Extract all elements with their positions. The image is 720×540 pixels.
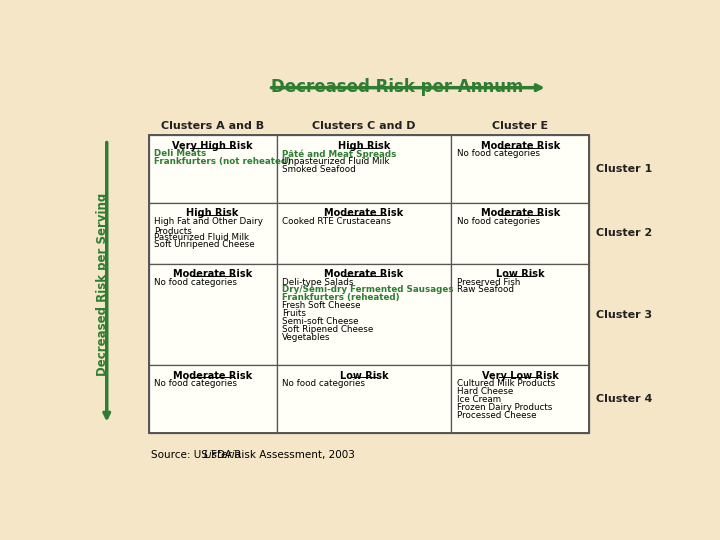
Text: Moderate Risk: Moderate Risk — [480, 141, 560, 151]
Text: No food categories: No food categories — [456, 217, 539, 226]
Text: Cooked RTE Crustaceans: Cooked RTE Crustaceans — [282, 217, 391, 226]
Text: Soft Ripened Cheese: Soft Ripened Cheese — [282, 325, 374, 334]
FancyBboxPatch shape — [451, 203, 590, 264]
Text: Pasteurized Fluid Milk: Pasteurized Fluid Milk — [154, 233, 249, 241]
Text: Decreased Risk per Annum: Decreased Risk per Annum — [271, 78, 523, 96]
Text: Risk Assessment, 2003: Risk Assessment, 2003 — [231, 450, 355, 460]
Text: Moderate Risk: Moderate Risk — [324, 269, 403, 279]
Text: Fruits: Fruits — [282, 309, 306, 318]
Text: Fresh Soft Cheese: Fresh Soft Cheese — [282, 301, 361, 310]
Text: Frankfurters (not reheated): Frankfurters (not reheated) — [154, 157, 292, 166]
Text: Listeria: Listeria — [203, 450, 241, 460]
FancyBboxPatch shape — [148, 203, 276, 264]
FancyBboxPatch shape — [451, 136, 590, 203]
Text: Raw Seafood: Raw Seafood — [456, 286, 513, 294]
Text: Moderate Risk: Moderate Risk — [173, 269, 252, 279]
Text: Moderate Risk: Moderate Risk — [480, 208, 560, 219]
Text: Clusters C and D: Clusters C and D — [312, 122, 415, 131]
Text: Pâté and Meat Spreads: Pâté and Meat Spreads — [282, 149, 397, 159]
Text: Decreased Risk per Serving: Decreased Risk per Serving — [96, 192, 109, 376]
Text: Ice Cream: Ice Cream — [456, 395, 500, 404]
Text: Preserved Fish: Preserved Fish — [456, 278, 520, 287]
FancyBboxPatch shape — [276, 203, 451, 264]
Text: High Risk: High Risk — [186, 208, 239, 219]
Text: Cluster 3: Cluster 3 — [596, 309, 652, 320]
FancyBboxPatch shape — [451, 264, 590, 365]
FancyBboxPatch shape — [148, 264, 276, 365]
Text: High Risk: High Risk — [338, 141, 390, 151]
Text: Very Low Risk: Very Low Risk — [482, 370, 559, 381]
Text: Frankfurters (reheated): Frankfurters (reheated) — [282, 293, 400, 302]
FancyBboxPatch shape — [276, 136, 451, 203]
Text: Source: US FDA: Source: US FDA — [151, 450, 235, 460]
Text: Moderate Risk: Moderate Risk — [173, 370, 252, 381]
Text: Moderate Risk: Moderate Risk — [324, 208, 403, 219]
FancyBboxPatch shape — [148, 136, 276, 203]
Text: Low Risk: Low Risk — [496, 269, 544, 279]
Text: Very High Risk: Very High Risk — [172, 141, 253, 151]
Text: No food categories: No food categories — [154, 278, 237, 287]
Text: Deli Meats: Deli Meats — [154, 149, 207, 158]
Text: Dry/Semi-dry Fermented Sausages: Dry/Semi-dry Fermented Sausages — [282, 286, 454, 294]
FancyBboxPatch shape — [276, 365, 451, 433]
Text: No food categories: No food categories — [154, 379, 237, 388]
Text: Smoked Seafood: Smoked Seafood — [282, 165, 356, 174]
Text: Cluster 4: Cluster 4 — [596, 394, 652, 404]
Text: Unpasteurized Fluid Milk: Unpasteurized Fluid Milk — [282, 157, 390, 166]
Text: Cluster 2: Cluster 2 — [596, 228, 652, 239]
Text: No food categories: No food categories — [456, 149, 539, 158]
Text: Soft Unripened Cheese: Soft Unripened Cheese — [154, 240, 255, 249]
Text: Semi-soft Cheese: Semi-soft Cheese — [282, 317, 359, 326]
FancyBboxPatch shape — [148, 365, 276, 433]
Text: Cluster E: Cluster E — [492, 122, 548, 131]
Text: Clusters A and B: Clusters A and B — [161, 122, 264, 131]
Text: Frozen Dairy Products: Frozen Dairy Products — [456, 403, 552, 411]
FancyBboxPatch shape — [276, 264, 451, 365]
Text: Cultured Milk Products: Cultured Milk Products — [456, 379, 555, 388]
FancyBboxPatch shape — [451, 365, 590, 433]
Text: High Fat and Other Dairy
Products: High Fat and Other Dairy Products — [154, 217, 263, 236]
Text: Cluster 1: Cluster 1 — [596, 164, 652, 174]
Text: Hard Cheese: Hard Cheese — [456, 387, 513, 396]
Text: Low Risk: Low Risk — [340, 370, 388, 381]
Text: No food categories: No food categories — [282, 379, 365, 388]
Text: Deli-type Salads: Deli-type Salads — [282, 278, 354, 287]
Text: Processed Cheese: Processed Cheese — [456, 410, 536, 420]
Text: Vegetables: Vegetables — [282, 333, 330, 342]
